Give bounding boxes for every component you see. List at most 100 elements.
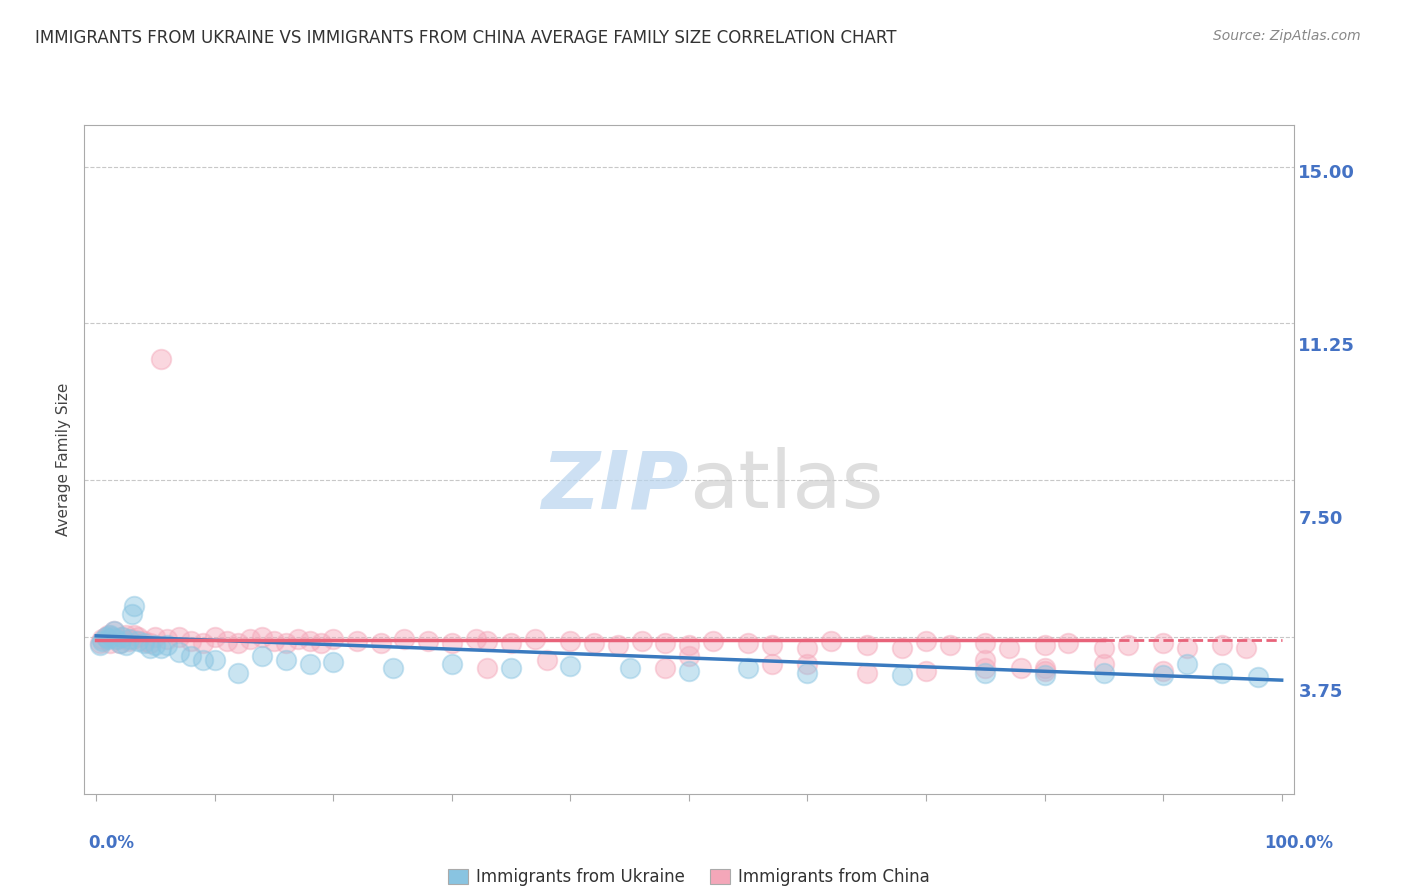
Point	[191, 653, 214, 667]
Point	[103, 624, 125, 638]
Point	[560, 634, 582, 648]
Point	[91, 632, 114, 647]
Point	[115, 639, 138, 653]
Point	[274, 653, 297, 667]
Point	[737, 661, 759, 675]
Text: IMMIGRANTS FROM UKRAINE VS IMMIGRANTS FROM CHINA AVERAGE FAMILY SIZE CORRELATION: IMMIGRANTS FROM UKRAINE VS IMMIGRANTS FR…	[35, 29, 897, 46]
Point	[156, 632, 179, 647]
Point	[1211, 665, 1233, 680]
Point	[440, 636, 463, 650]
Point	[250, 648, 273, 663]
Point	[536, 653, 558, 667]
Point	[215, 634, 238, 648]
Point	[501, 661, 523, 675]
Point	[111, 630, 134, 644]
Point	[1211, 639, 1233, 653]
Point	[263, 634, 285, 648]
Point	[630, 634, 652, 648]
Point	[138, 640, 160, 655]
Point	[855, 665, 877, 680]
Point	[103, 624, 125, 638]
Point	[1033, 664, 1056, 678]
Point	[118, 632, 141, 647]
Point	[94, 630, 117, 644]
Point	[796, 665, 818, 680]
Point	[974, 653, 997, 667]
Point	[204, 630, 226, 644]
Point	[167, 630, 190, 644]
Point	[150, 351, 173, 366]
Point	[180, 648, 202, 663]
Point	[796, 640, 818, 655]
Point	[107, 632, 129, 647]
Point	[132, 634, 155, 648]
Point	[1116, 639, 1139, 653]
Point	[560, 659, 582, 673]
Point	[127, 630, 149, 644]
Point	[145, 630, 167, 644]
Point	[370, 636, 392, 650]
Point	[122, 628, 145, 642]
Text: ZIP: ZIP	[541, 447, 689, 525]
Point	[111, 630, 134, 644]
Point	[97, 632, 120, 647]
Point	[1175, 657, 1198, 672]
Point	[678, 664, 700, 678]
Point	[91, 634, 114, 648]
Point	[915, 634, 938, 648]
Point	[394, 632, 416, 647]
Point	[1152, 664, 1174, 678]
Point	[298, 634, 321, 648]
Point	[250, 630, 273, 644]
Point	[145, 639, 167, 653]
Point	[138, 636, 160, 650]
Point	[118, 634, 141, 648]
Point	[121, 607, 143, 621]
Point	[108, 636, 131, 650]
Point	[239, 632, 262, 647]
Point	[100, 630, 122, 644]
Point	[287, 632, 309, 647]
Point	[1247, 670, 1270, 684]
Point	[322, 632, 344, 647]
Point	[204, 653, 226, 667]
Point	[274, 636, 297, 650]
Point	[938, 639, 960, 653]
Point	[1033, 639, 1056, 653]
Point	[127, 634, 149, 648]
Point	[1033, 661, 1056, 675]
Point	[1033, 667, 1056, 681]
Point	[654, 661, 676, 675]
Point	[89, 636, 111, 650]
Text: 100.0%: 100.0%	[1264, 834, 1333, 852]
Point	[440, 657, 463, 672]
Point	[477, 661, 499, 675]
Point	[1175, 640, 1198, 655]
Point	[619, 661, 641, 675]
Point	[974, 661, 997, 675]
Point	[105, 632, 128, 647]
Point	[122, 599, 145, 613]
Point	[100, 636, 122, 650]
Point	[115, 628, 138, 642]
Y-axis label: Average Family Size: Average Family Size	[56, 383, 72, 536]
Text: Source: ZipAtlas.com: Source: ZipAtlas.com	[1213, 29, 1361, 43]
Point	[1152, 667, 1174, 681]
Point	[156, 639, 179, 653]
Point	[974, 665, 997, 680]
Point	[737, 636, 759, 650]
Point	[346, 634, 368, 648]
Point	[702, 634, 724, 648]
Point	[97, 628, 120, 642]
Point	[108, 636, 131, 650]
Point	[121, 632, 143, 647]
Point	[464, 632, 486, 647]
Point	[150, 640, 173, 655]
Point	[94, 630, 117, 644]
Text: atlas: atlas	[689, 447, 883, 525]
Point	[1057, 636, 1080, 650]
Point	[583, 636, 606, 650]
Point	[855, 639, 877, 653]
Point	[974, 636, 997, 650]
Text: 0.0%: 0.0%	[89, 834, 135, 852]
